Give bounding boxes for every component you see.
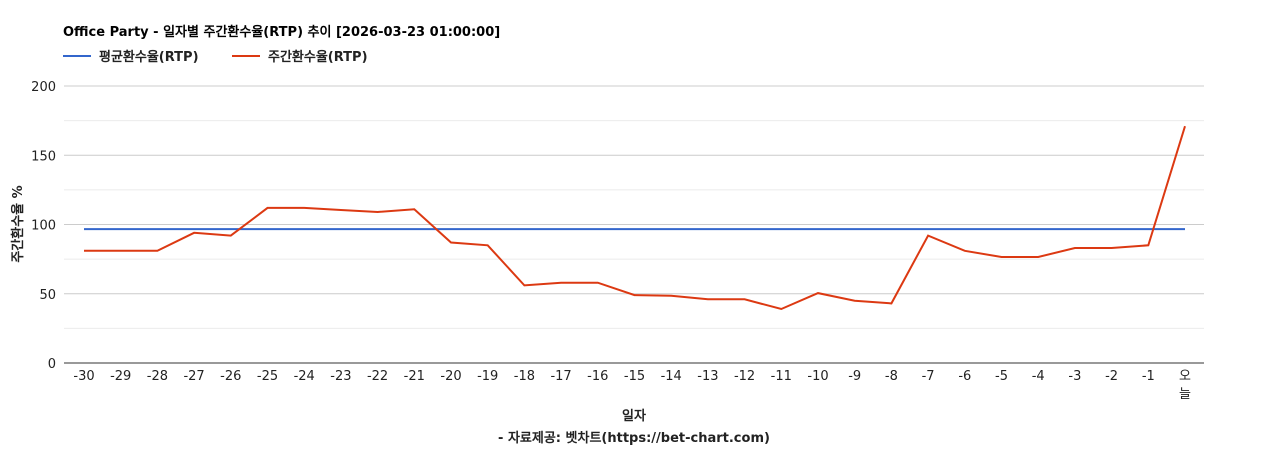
- y-tick-label: 50: [39, 288, 56, 303]
- x-tick-label: -9: [848, 369, 861, 384]
- footer-source: - 자료제공: 벳차트(https://bet-chart.com): [498, 430, 770, 446]
- x-tick-label: -27: [183, 369, 204, 384]
- y-tick-label: 150: [31, 149, 56, 164]
- y-tick-label: 200: [31, 80, 56, 95]
- legend-swatch-average: [63, 54, 91, 57]
- x-tick-label: -6: [958, 369, 971, 384]
- x-tick-label: -14: [661, 369, 682, 384]
- x-tick-label: -19: [477, 369, 498, 384]
- x-tick-label: -29: [110, 369, 131, 384]
- x-tick-label: -1: [1142, 369, 1155, 384]
- x-tick-label: -5: [995, 369, 1008, 384]
- x-tick-label: -18: [514, 369, 535, 384]
- x-tick-label: -8: [885, 369, 898, 384]
- x-tick-label: -17: [550, 369, 571, 384]
- x-tick-label: -26: [220, 369, 241, 384]
- legend-label-weekly: 주간환수율(RTP): [268, 50, 368, 65]
- x-tick-label: -21: [404, 369, 425, 384]
- x-tick-label: -7: [922, 369, 935, 384]
- legend-swatch-weekly: [232, 54, 260, 57]
- x-tick-label: -23: [330, 369, 351, 384]
- y-axis-title: 주간환수율 %: [10, 185, 26, 262]
- legend-label-average: 평균환수율(RTP): [99, 50, 199, 65]
- x-tick-label: -10: [807, 369, 828, 384]
- x-tick-label: -12: [734, 369, 755, 384]
- legend-item-weekly[interactable]: 주간환수율(RTP): [232, 46, 368, 65]
- x-axis-title: 일자: [622, 409, 646, 424]
- x-tick-label: -20: [440, 369, 461, 384]
- x-tick-label: -28: [147, 369, 168, 384]
- x-tick-label: -22: [367, 369, 388, 384]
- series-line-weekly[interactable]: [84, 125, 1186, 311]
- x-tick-label: -15: [624, 369, 645, 384]
- x-tick-label: -16: [587, 369, 608, 384]
- x-tick-label: -11: [771, 369, 792, 384]
- x-tick-label: -2: [1105, 369, 1118, 384]
- x-tick-label: -13: [697, 369, 718, 384]
- legend-item-average[interactable]: 평균환수율(RTP): [63, 46, 199, 65]
- x-tick-label: -25: [257, 369, 278, 384]
- x-tick-label: -30: [73, 369, 94, 384]
- y-tick-label: 0: [48, 357, 56, 372]
- chart-title: Office Party - 일자별 주간환수율(RTP) 추이 [2026-0…: [63, 25, 501, 40]
- y-tick-label: 100: [31, 219, 56, 234]
- x-tick-label: -4: [1032, 369, 1045, 384]
- x-tick-label: -3: [1068, 369, 1081, 384]
- x-tick-label: -24: [294, 369, 315, 384]
